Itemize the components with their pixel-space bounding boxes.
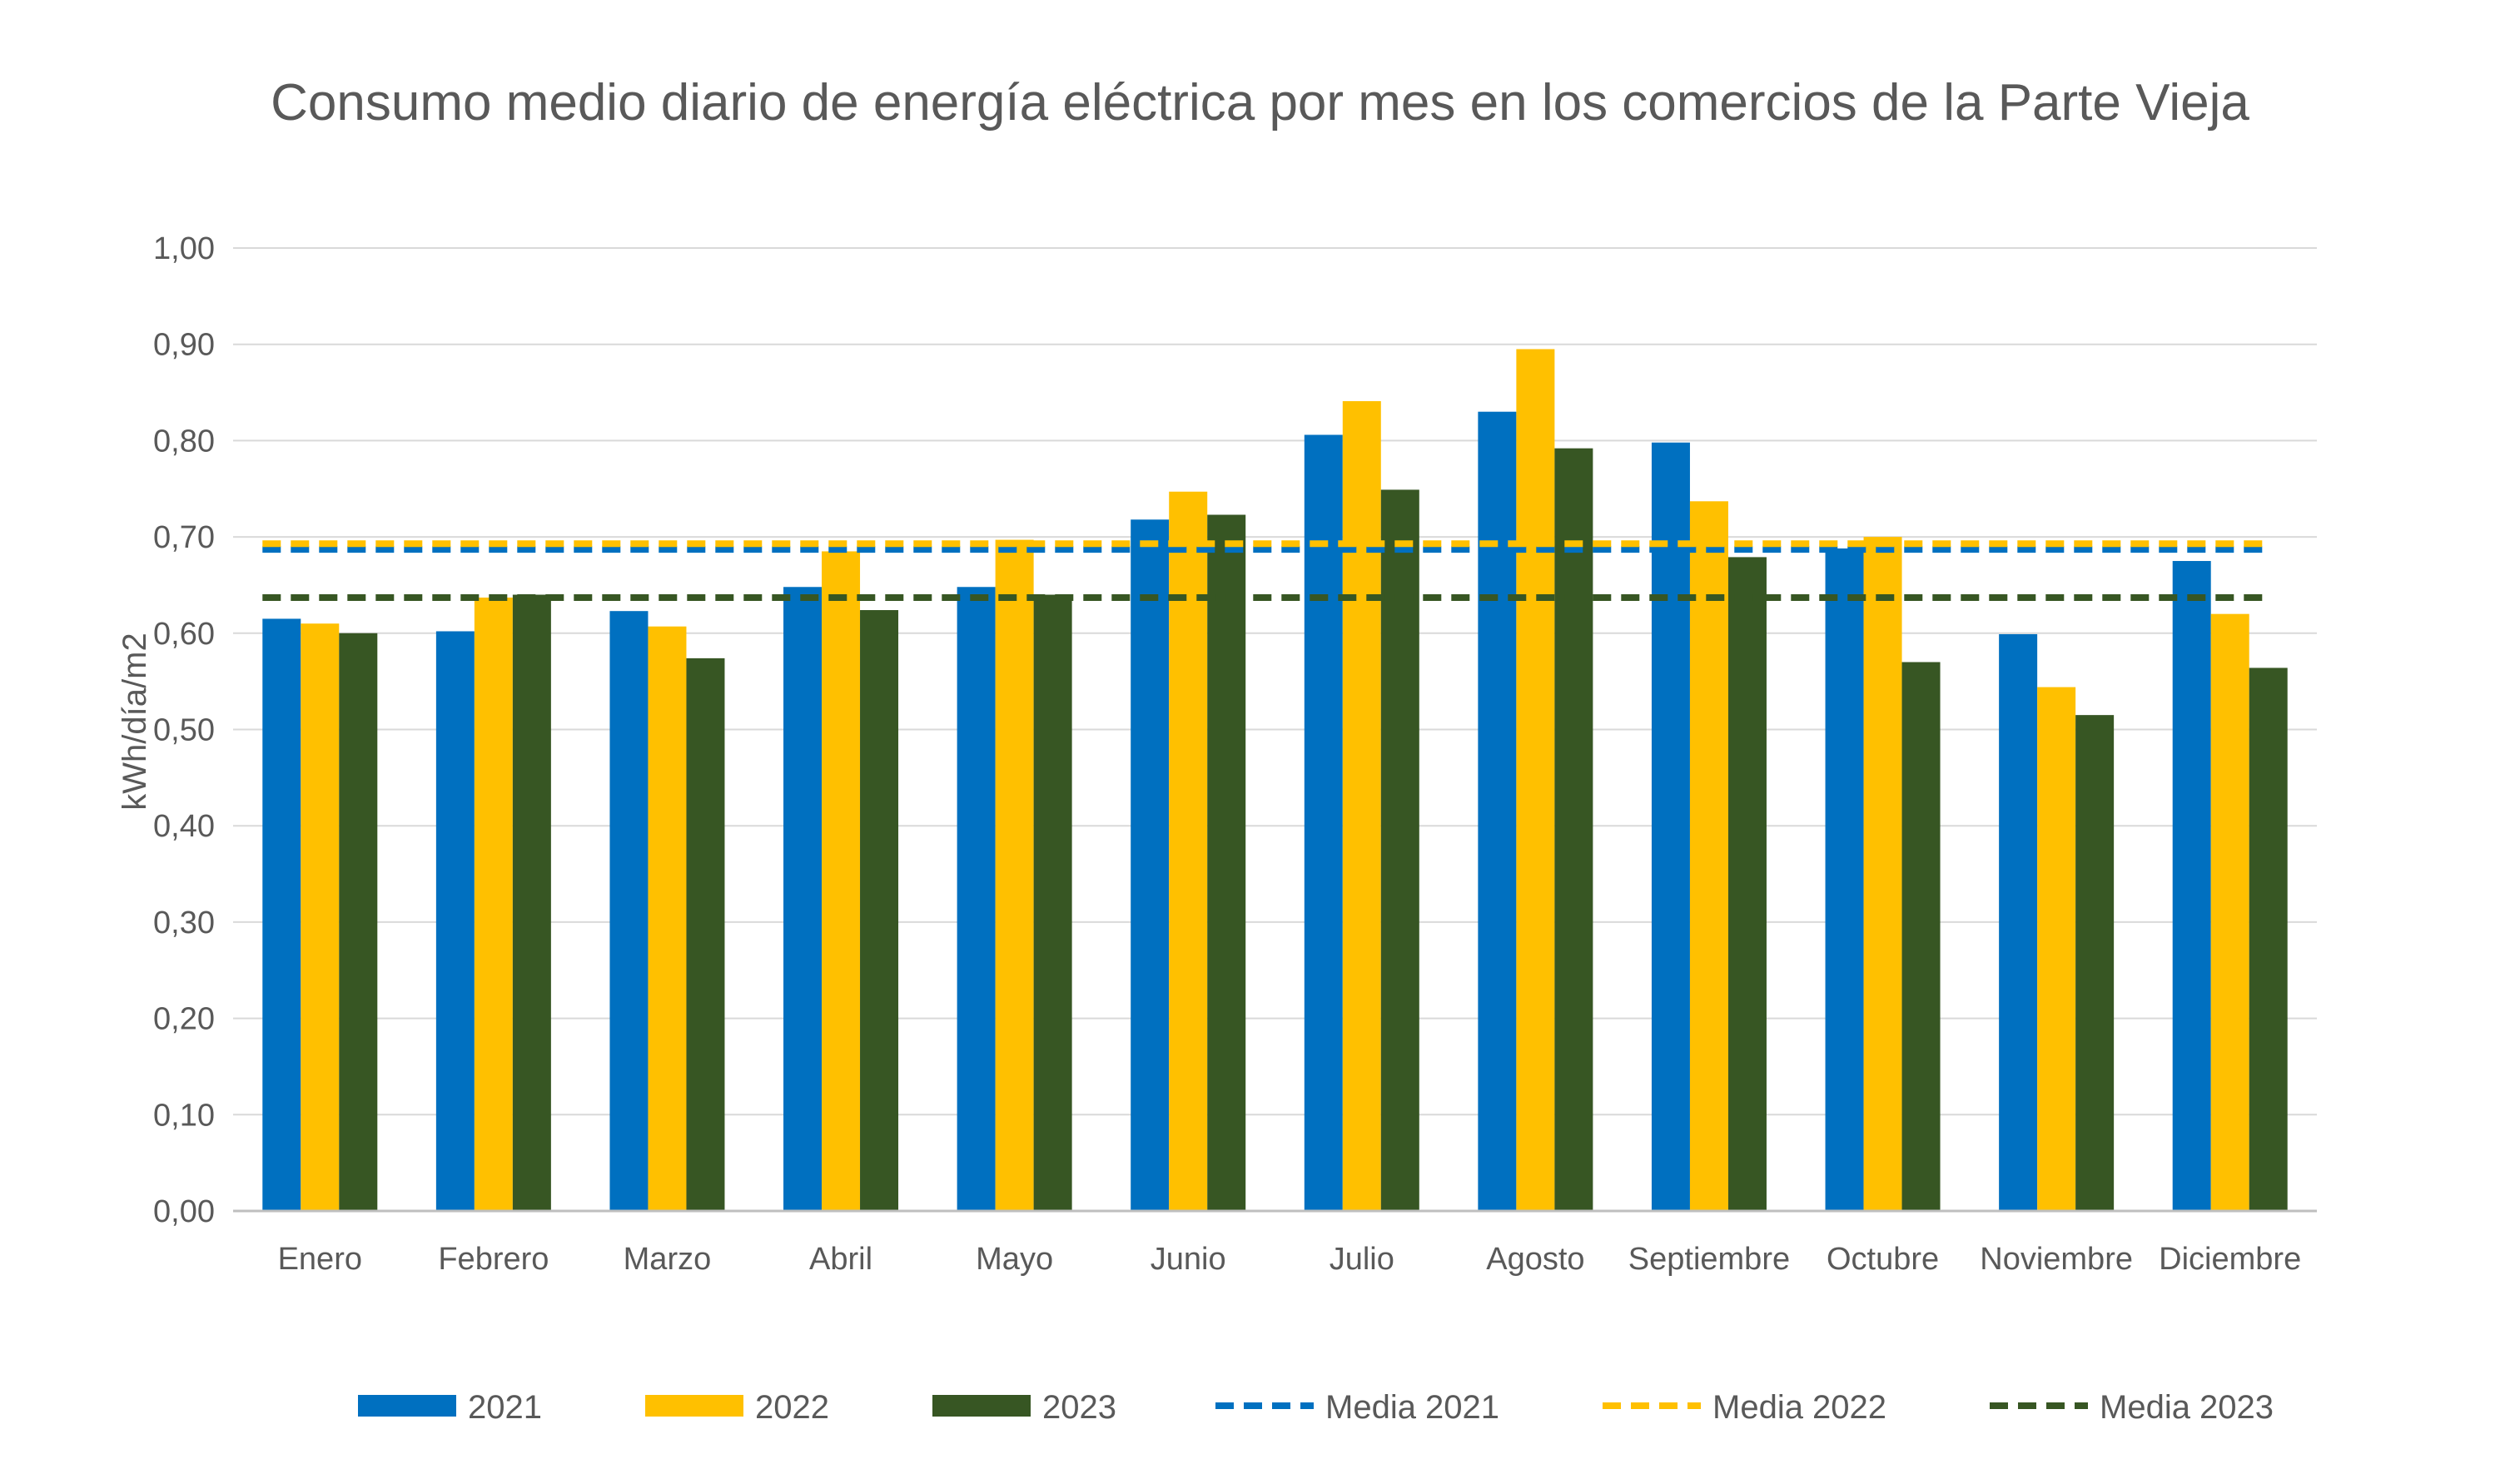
x-tick-label: Marzo [624,1242,712,1277]
bars [262,349,2288,1211]
bar-2023-febrero [512,594,551,1211]
bar-2022-mayo [995,539,1034,1211]
legend-item: 2023 [932,1389,1116,1426]
bar-2021-febrero [435,631,475,1211]
y-tick-label: 0,30 [153,906,215,940]
bar-2021-abril [783,587,823,1211]
chart-title: Consumo medio diario de energía eléctric… [271,74,2249,132]
bar-2021-agosto [1478,411,1517,1211]
legend-label: Media 2021 [1325,1389,1499,1426]
y-tick-label: 0,40 [153,809,215,844]
legend-swatch [645,1395,743,1417]
bar-2022-noviembre [2037,687,2076,1211]
y-axis-title: kWh/día/m2 [117,633,153,810]
gridlines [233,247,2317,1116]
x-tick-label: Junio [1151,1242,1226,1277]
bar-2021-diciembre [2172,561,2211,1211]
bar-2022-enero [301,623,340,1211]
legend-swatch [358,1395,456,1417]
bar-2023-noviembre [2075,715,2115,1211]
legend-label: Media 2022 [1712,1389,1886,1426]
bar-2023-mayo [1033,594,1072,1211]
x-tick-label: Abril [809,1242,872,1277]
x-tick-label: Noviembre [1980,1242,2133,1277]
y-tick-label: 1,00 [153,231,215,266]
legend-label: Media 2023 [2100,1389,2274,1426]
bar-2021-mayo [957,587,996,1211]
legend-item: Media 2021 [1215,1389,1499,1426]
bar-2021-junio [1131,519,1170,1211]
bar-2023-diciembre [2249,667,2288,1211]
bar-2023-abril [860,610,899,1211]
bar-2021-enero [262,618,301,1211]
bar-2023-agosto [1554,448,1593,1211]
bar-2022-febrero [474,597,513,1211]
bar-2021-septiembre [1651,442,1690,1211]
x-tick-label: Julio [1330,1242,1394,1277]
bar-2021-julio [1304,434,1343,1211]
y-tick-label: 0,60 [153,617,215,652]
bar-2023-septiembre [1727,557,1767,1211]
legend-item: 2021 [358,1389,542,1426]
bar-2023-enero [339,633,378,1211]
reference-lines [262,540,2263,601]
x-tick-label: Agosto [1486,1242,1584,1277]
axes: 0,00 0,10 0,20 0,30 0,40 0,50 0,60 0,70 0,80 0,90… [153,231,2317,1277]
x-tick-label: Octubre [1827,1242,1939,1277]
legend-label: 2023 [1042,1389,1116,1426]
bar-2022-septiembre [1689,501,1728,1211]
bar-2021-octubre [1825,548,1864,1211]
bar-2023-junio [1207,514,1246,1211]
legend-item: 2022 [645,1389,829,1426]
bar-2022-marzo [648,626,687,1211]
bar-2023-julio [1380,489,1419,1211]
x-tick-label: Septiembre [1628,1242,1790,1277]
bar-2023-marzo [686,658,725,1211]
y-tick-label: 0,00 [153,1194,215,1229]
x-tick-label: Enero [278,1242,362,1277]
x-tick-label: Mayo [976,1242,1053,1277]
y-tick-label: 0,10 [153,1098,215,1133]
y-tick-label: 0,90 [153,328,215,363]
x-tick-label: Febrero [438,1242,549,1277]
legend-label: 2021 [468,1389,542,1426]
bar-2021-marzo [609,611,649,1211]
bar-2021-noviembre [1999,633,2038,1211]
y-tick-label: 0,20 [153,1002,215,1037]
bar-2022-octubre [1863,537,1902,1211]
bar-2022-diciembre [2210,613,2249,1211]
bar-2022-junio [1169,491,1208,1211]
bar-2022-abril [822,551,861,1211]
y-tick-label: 0,80 [153,424,215,459]
legend-label: 2022 [755,1389,829,1426]
legend-item: Media 2022 [1603,1389,1886,1426]
y-tick-label: 0,70 [153,520,215,555]
x-tick-label: Diciembre [2159,1242,2301,1277]
bar-2022-julio [1342,400,1381,1211]
legend: 2021 2022 2023 Media 2021 Media 2022 Media 20… [358,1389,2274,1426]
bar-2023-octubre [1901,662,1941,1211]
bar-2022-agosto [1516,349,1555,1211]
y-tick-label: 0,50 [153,713,215,748]
legend-item: Media 2023 [1990,1389,2274,1426]
legend-swatch [932,1395,1031,1417]
